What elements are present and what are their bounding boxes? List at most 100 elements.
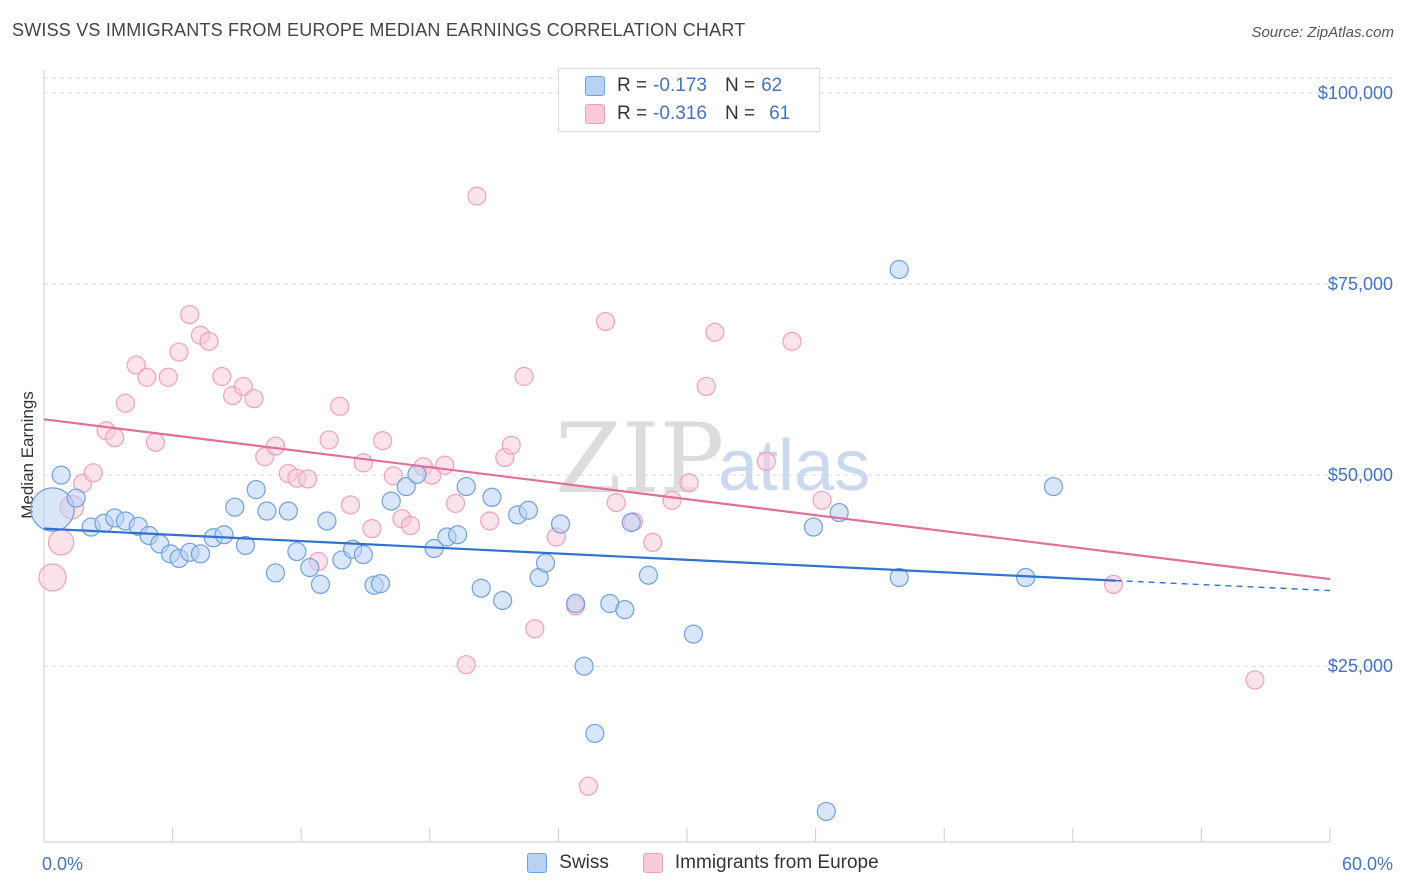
swiss-point-57 bbox=[889, 259, 909, 280]
swiss-swatch bbox=[527, 853, 548, 873]
swiss-point-42 bbox=[518, 500, 538, 520]
swiss-point-36 bbox=[448, 525, 468, 545]
r-value: -0.173 bbox=[653, 75, 707, 96]
immigrants-point-29 bbox=[353, 453, 373, 473]
watermark-atlas: atlas bbox=[718, 426, 870, 506]
immigrants-point-16 bbox=[212, 366, 232, 387]
immigrants-point-50 bbox=[606, 493, 626, 513]
swiss-point-21 bbox=[278, 501, 298, 521]
y-tick-label-2: $75,000 bbox=[1328, 274, 1393, 294]
swiss-point-16 bbox=[225, 497, 245, 517]
immigrants-point-56 bbox=[705, 322, 725, 342]
x-tick-label-1: 60.0% bbox=[1342, 854, 1393, 874]
swiss-trend-extension bbox=[1115, 579, 1331, 592]
n-value: 62 bbox=[761, 75, 783, 96]
immigrants-point-53 bbox=[662, 490, 682, 510]
watermark-zip: ZIP bbox=[555, 403, 724, 515]
swiss-point-54 bbox=[803, 517, 824, 537]
swiss-point-28 bbox=[353, 545, 373, 565]
immigrants-swatch bbox=[642, 853, 663, 873]
r-label: R = bbox=[617, 103, 648, 124]
swiss-point-19 bbox=[257, 501, 277, 521]
swiss-point-39 bbox=[482, 487, 502, 507]
immigrants-point-26 bbox=[319, 430, 339, 450]
swiss-point-18 bbox=[246, 480, 266, 500]
swiss-point-25 bbox=[317, 511, 337, 531]
swiss-point-13 bbox=[190, 544, 211, 564]
immigrants-point-58 bbox=[782, 331, 802, 351]
swiss-point-17 bbox=[235, 535, 256, 556]
series-swiss-points bbox=[30, 259, 1064, 822]
swiss-point-1 bbox=[51, 465, 71, 485]
immigrants-point-1 bbox=[47, 529, 75, 556]
swiss-point-37 bbox=[456, 476, 476, 497]
immigrants-point-48 bbox=[578, 776, 599, 796]
immigrants-point-52 bbox=[643, 532, 663, 552]
immigrants-point-43 bbox=[501, 435, 521, 455]
y-tick-label-0: $25,000 bbox=[1328, 656, 1393, 676]
y-tick-label-1: $50,000 bbox=[1328, 465, 1393, 485]
swiss-point-23 bbox=[300, 557, 320, 578]
swiss-point-30 bbox=[370, 574, 391, 594]
immigrants-point-13 bbox=[180, 304, 200, 325]
immigrants-point-9 bbox=[137, 367, 157, 387]
axes bbox=[43, 70, 1331, 843]
immigrants-point-40 bbox=[467, 186, 487, 206]
swiss-point-51 bbox=[621, 512, 641, 533]
immigrants-point-61 bbox=[1245, 670, 1265, 690]
immigrants-point-0 bbox=[38, 563, 67, 592]
swiss-point-53 bbox=[683, 624, 704, 644]
swiss-point-15 bbox=[214, 525, 234, 545]
y-tick-label-3: $100,000 bbox=[1318, 83, 1393, 103]
stats-row-swiss: R = -0.173 N = 62 bbox=[585, 73, 800, 99]
immigrants-point-34 bbox=[400, 515, 421, 536]
tick-labels: $25,000 $50,000 $75,000 $100,000 0.0% 60.0% bbox=[42, 83, 1393, 874]
immigrants-point-27 bbox=[330, 396, 350, 416]
immigrants-point-24 bbox=[298, 469, 318, 489]
swiss-point-32 bbox=[396, 476, 416, 497]
swiss-point-60 bbox=[1043, 476, 1064, 497]
immigrants-point-6 bbox=[105, 428, 125, 448]
n-value: 61 bbox=[769, 103, 791, 124]
stats-legend: R = -0.173 N = 62 R = -0.316 N = 61 bbox=[558, 68, 820, 132]
r-value: -0.316 bbox=[653, 103, 707, 124]
immigrants-point-38 bbox=[445, 493, 466, 513]
swiss-point-50 bbox=[615, 600, 635, 620]
legend-item-swiss: Swiss bbox=[527, 852, 609, 874]
immigrants-point-18 bbox=[233, 376, 253, 397]
swiss-point-22 bbox=[287, 541, 307, 562]
swiss-point-24 bbox=[310, 574, 331, 595]
swiss-point-44 bbox=[535, 553, 556, 573]
series-legend: Swiss Immigrants from Europe bbox=[0, 852, 1406, 874]
swiss-swatch bbox=[585, 76, 605, 96]
swiss-point-55 bbox=[816, 801, 836, 822]
immigrants-point-49 bbox=[595, 311, 616, 332]
immigrants-point-21 bbox=[265, 436, 286, 456]
immigrants-point-4 bbox=[83, 463, 103, 483]
immigrants-point-15 bbox=[199, 331, 219, 351]
legend-item-immigrants: Immigrants from Europe bbox=[642, 852, 879, 874]
series-immigrants-points bbox=[38, 186, 1265, 796]
immigrants-point-39 bbox=[456, 655, 476, 675]
immigrants-point-59 bbox=[812, 490, 832, 510]
swiss-point-33 bbox=[407, 464, 427, 484]
immigrants-point-30 bbox=[362, 519, 382, 539]
immigrants-point-19 bbox=[244, 389, 264, 409]
y-axis-label: Median Earnings bbox=[18, 391, 37, 519]
immigrants-point-31 bbox=[373, 431, 393, 451]
swiss-point-40 bbox=[493, 590, 513, 611]
immigrants-point-12 bbox=[169, 342, 189, 362]
legend-label-immigrants: Immigrants from Europe bbox=[674, 852, 879, 873]
immigrants-swatch bbox=[585, 104, 605, 124]
immigrants-point-55 bbox=[696, 376, 716, 397]
immigrants-point-11 bbox=[158, 367, 178, 387]
swiss-point-52 bbox=[638, 565, 659, 585]
immigrants-point-60 bbox=[1103, 574, 1124, 595]
x-tick-label-0: 0.0% bbox=[42, 854, 83, 874]
stats-row-immigrants: R = -0.316 N = 61 bbox=[585, 101, 808, 127]
immigrants-point-7 bbox=[115, 393, 136, 413]
chart-title: SWISS VS IMMIGRANTS FROM EUROPE MEDIAN E… bbox=[12, 20, 746, 40]
immigrants-point-8 bbox=[126, 355, 146, 375]
immigrants-point-41 bbox=[480, 511, 500, 531]
